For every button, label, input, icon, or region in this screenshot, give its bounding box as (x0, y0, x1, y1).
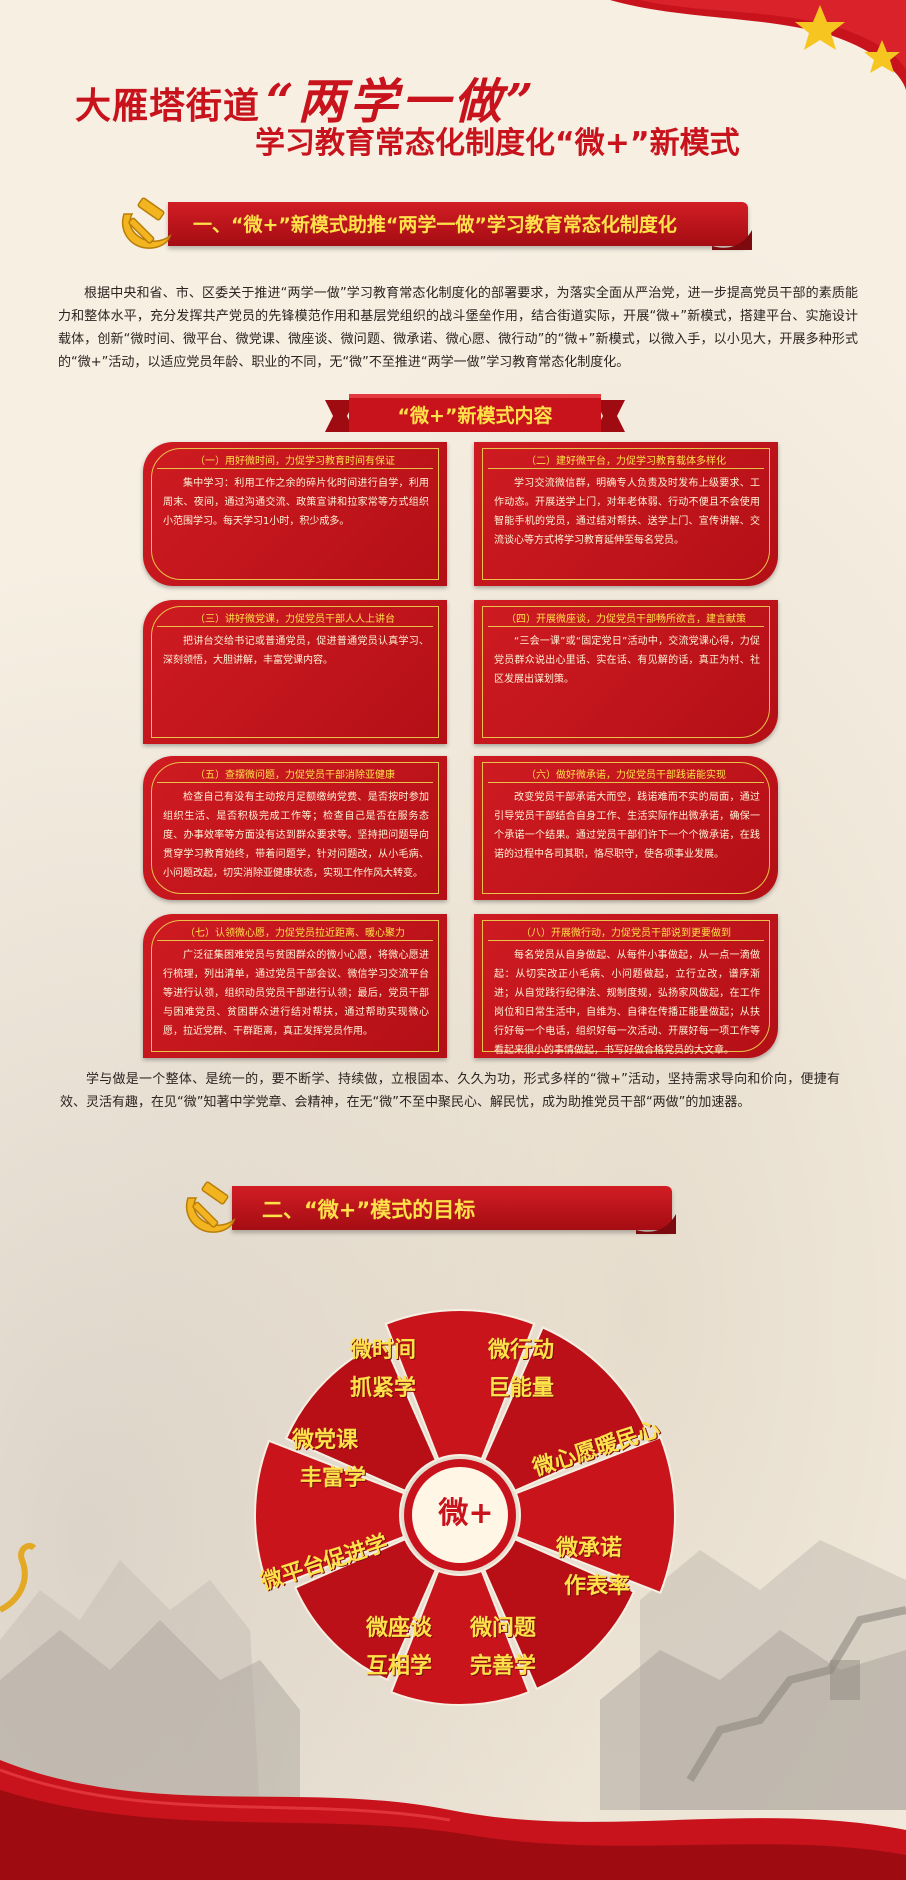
wheel-segment-label: 微承诺 作表率 (556, 1536, 631, 1599)
card-heading: （四）开展微座谈，力促党员干部畅所欲言，建言献策 (506, 614, 746, 625)
star-icon (795, 5, 845, 50)
goal-wheel-diagram (254, 1309, 676, 1706)
section1-outro: 学与做是一个整体、是统一的，要不断学、持续做，立根固本、久久为功，形式多样的“微… (60, 1072, 840, 1110)
wheel-segment (293, 1537, 438, 1682)
wheel-segment (482, 1537, 636, 1691)
card-micro-problem: （五）查摆微问题，力促党员干部消除亚健康 检查自己有没有主动按月足额缴纳党费、是… (143, 756, 447, 900)
card-heading: （五）查摆微问题，力促党员干部消除亚健康 (195, 770, 395, 781)
card-micro-promise: （六）做好微承诺，力促党员干部践诺能实现 改变党员干部承诺大而空，践诺难而不实的… (474, 756, 778, 900)
wheel-segment (482, 1326, 649, 1493)
section2-title: 二、“微+”模式的目标 (262, 1198, 476, 1222)
wheel-segment (284, 1339, 438, 1493)
title-quoted: “两学一做” (266, 74, 538, 130)
card-body: 每名党员从自身做起、从每件小事做起，从一点一滴做起：从切实改正小毛病、小问题做起… (494, 950, 760, 1056)
wheel-segment-label: 微座谈 互相学 (366, 1616, 433, 1679)
wheel-segment (384, 1309, 536, 1461)
gold-curl-decoration (0, 1542, 37, 1613)
card-heading: （二）建好微平台，力促学习教育载体多样化 (526, 456, 726, 467)
section1-banner: 一、“微+”新模式助推“两学一做”学习教育常态化制度化 (108, 197, 752, 250)
star-icon (864, 40, 900, 73)
content-banner: “微+”新模式内容 (325, 392, 625, 436)
main-title: 大雁塔街道 “两学一做” (75, 62, 543, 132)
wheel-segment (254, 1439, 406, 1591)
card-heading: （八）开展微行动，力促党员干部说到更要做到 (521, 928, 731, 939)
section2-banner: 二、“微+”模式的目标 (172, 1181, 676, 1234)
card-heading: （三）讲好微党课，力促党员干部人人上讲台 (195, 614, 395, 625)
wheel-hub (412, 1467, 508, 1563)
card-body: 改变党员干部承诺大而空，践诺难而不实的局面，通过引导党员干部结合自身工作、生活实… (494, 792, 760, 860)
content-banner-title: “微+”新模式内容 (397, 405, 553, 427)
card-micro-wish: （七）认领微心愿，力促党员拉近距离、暖心聚力 广泛征集困难党员与贫困群众的微小心… (143, 914, 447, 1058)
card-heading: （六）做好微承诺，力促党员干部践诺能实现 (526, 770, 726, 781)
wheel-segment-label: 微党课 丰富学 (292, 1428, 367, 1491)
card-micro-forum: （四）开展微座谈，力促党员干部畅所欲言，建言献策 “三会一课”或“固定党日”活动… (474, 600, 778, 744)
wheel-center-label: 微+ (438, 1496, 494, 1531)
section1-intro: 根据中央和省、市、区委关于推进“两学一做”学习教育常态化制度化的部署要求，为落实… (58, 286, 858, 370)
wheel-segment (389, 1569, 531, 1706)
top-ribbon-decoration (610, 0, 906, 90)
card-micro-platform: （二）建好微平台，力促学习教育载体多样化 学习交流微信群，明确专人负责及时发布上… (474, 442, 778, 586)
wheel-segment-label: 微行动 巨能量 (488, 1338, 555, 1401)
card-body: “三会一课”或“固定党日”活动中，交流党课心得，力促党员群众说出心里话、实在话、… (494, 636, 760, 685)
wheel-segment (514, 1435, 676, 1595)
hammer-sickle-icon (121, 197, 172, 249)
main-subtitle: 学习教育常态化制度化“微+”新模式 (255, 126, 740, 161)
mountain-landscape-decoration (0, 1540, 906, 1810)
wheel-segment-label: 微问题 完善学 (470, 1616, 537, 1679)
card-body: 集中学习：利用工作之余的碎片化时间进行自学，利用周末、夜间，通过沟通交流、政策宣… (163, 478, 429, 527)
card-body: 检查自己有没有主动按月足额缴纳党费、是否按时参加组织生活、是否积极完成工作等；检… (163, 792, 429, 879)
hammer-sickle-icon (185, 1181, 236, 1233)
card-heading: （七）认领微心愿，力促党员拉近距离、暖心聚力 (185, 928, 405, 939)
card-body: 学习交流微信群，明确专人负责及时发布上级要求、工作动态。开展送学上门，对年老体弱… (494, 478, 760, 546)
wheel-segment-label: 微时间 抓紧学 (350, 1338, 417, 1401)
bottom-ribbon-decoration (0, 1760, 906, 1880)
card-body: 广泛征集困难党员与贫困群众的微小心愿，将微心愿进行梳理，列出清单，通过党员干部会… (163, 950, 429, 1037)
card-micro-action: （八）开展微行动，力促党员干部说到更要做到 每名党员从自身做起、从每件小事做起，… (474, 914, 778, 1058)
card-heading: （一）用好微时间，力促学习教育时间有保证 (195, 456, 395, 467)
card-micro-time: （一）用好微时间，力促学习教育时间有保证 集中学习：利用工作之余的碎片化时间进行… (143, 442, 447, 586)
title-prefix: 大雁塔街道 (75, 85, 261, 127)
card-body: 把讲台交给书记或普通党员，促进普通党员认真学习、深刻领悟，大胆讲解，丰富党课内容… (163, 636, 429, 666)
card-micro-lecture: （三）讲好微党课，力促党员干部人人上讲台 把讲台交给书记或普通党员，促进普通党员… (143, 600, 447, 744)
section1-title: 一、“微+”新模式助推“两学一做”学习教育常态化制度化 (193, 214, 677, 236)
